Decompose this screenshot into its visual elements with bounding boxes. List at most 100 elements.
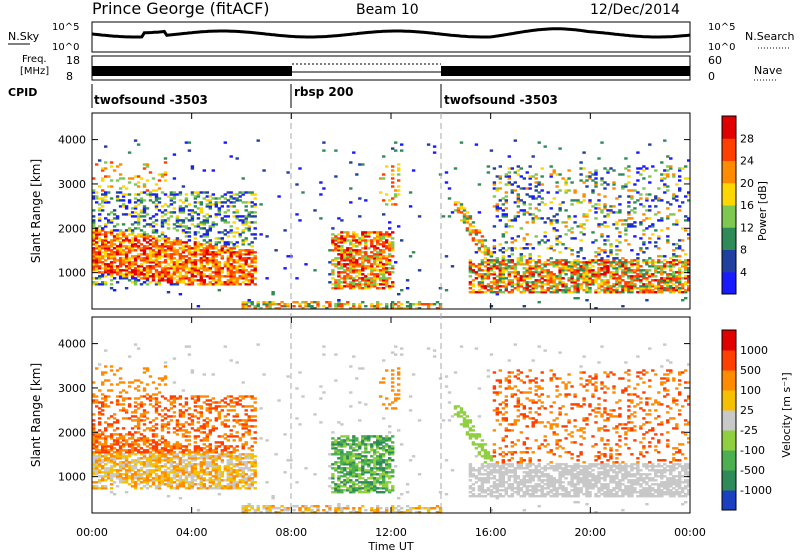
velocity-cell — [130, 419, 135, 422]
power-cell — [172, 261, 177, 264]
power-cell — [154, 281, 159, 284]
velocity-cell — [121, 477, 126, 480]
power-cell — [313, 307, 317, 310]
velocity-cell — [130, 433, 135, 436]
power-cell — [346, 251, 350, 254]
power-cell — [154, 189, 159, 192]
velocity-cell — [184, 429, 189, 432]
power-cell — [346, 259, 350, 262]
velocity-cell — [142, 443, 147, 446]
power-cell — [606, 213, 610, 216]
power-cell — [672, 279, 676, 282]
velocity-cell — [124, 441, 129, 444]
power-cell — [253, 267, 257, 270]
power-cell — [95, 195, 99, 198]
power-cell — [199, 261, 203, 264]
power-cell — [411, 169, 416, 172]
power-cell — [253, 259, 257, 262]
power-cell — [651, 165, 655, 168]
power-cell — [552, 265, 556, 268]
power-cell — [169, 265, 174, 268]
velocity-cell — [166, 443, 171, 446]
power-cell — [181, 221, 186, 224]
power-cell — [582, 257, 586, 260]
power-cell — [145, 233, 150, 236]
power-cell — [142, 219, 147, 222]
velocity-cell — [95, 367, 99, 370]
power-cell — [471, 231, 476, 234]
velocity-cell — [181, 455, 186, 458]
velocity-cell — [133, 397, 138, 400]
power-cell — [636, 191, 640, 194]
velocity-cell — [98, 463, 102, 466]
power-cell — [501, 269, 505, 272]
power-cell — [166, 237, 171, 240]
power-cell — [121, 259, 126, 262]
power-cell — [540, 277, 544, 280]
power-cell — [564, 287, 568, 290]
velocity-cell — [226, 465, 230, 468]
velocity-cell — [178, 395, 183, 398]
power-cell — [145, 271, 150, 274]
velocity-cell — [199, 425, 203, 428]
power-cell — [154, 199, 159, 202]
power-cell — [555, 191, 559, 194]
power-cell — [376, 237, 380, 240]
power-cell — [480, 285, 485, 288]
power-cell — [98, 203, 102, 206]
power-cell — [660, 261, 664, 264]
velocity-cell — [145, 487, 150, 490]
power-cell — [127, 177, 132, 180]
velocity-cell — [172, 357, 177, 360]
power-cell — [600, 267, 604, 270]
power-cell — [627, 243, 631, 246]
velocity-cell — [166, 423, 171, 426]
velocity-cell — [220, 459, 224, 462]
power-cell — [382, 271, 386, 274]
velocity-cell — [226, 409, 230, 412]
power-cell — [501, 203, 505, 206]
velocity-cell — [199, 455, 203, 458]
power-cell — [166, 253, 171, 256]
power-cell — [358, 265, 362, 268]
power-cell — [492, 279, 497, 282]
velocity-cell — [118, 465, 123, 468]
power-cell — [585, 271, 589, 274]
power-cell — [286, 303, 290, 306]
power-cell — [480, 241, 485, 244]
power-cell — [157, 261, 162, 264]
power-cell — [101, 197, 105, 200]
power-cell — [597, 283, 601, 286]
power-cell — [388, 249, 392, 252]
power-cell — [537, 281, 541, 284]
power-cell — [145, 237, 150, 240]
velocity-cell — [199, 485, 203, 488]
power-cell — [223, 261, 227, 264]
power-cell — [265, 305, 269, 308]
power-cell — [639, 167, 643, 170]
power-cell — [250, 253, 254, 256]
power-cell — [190, 209, 195, 212]
power-cell — [370, 243, 374, 246]
power-cell — [397, 301, 401, 304]
velocity-cell — [187, 485, 192, 488]
power-cell — [486, 249, 491, 252]
power-cell — [615, 221, 619, 224]
power-cell — [684, 265, 688, 268]
power-cell — [217, 265, 221, 268]
power-cell — [597, 263, 601, 266]
power-cell — [633, 277, 637, 280]
power-cell — [109, 287, 114, 290]
velocity-cell — [115, 369, 120, 372]
velocity-cell — [178, 409, 183, 412]
velocity-cell — [181, 461, 186, 464]
velocity-heatmap — [92, 343, 691, 514]
beam-label: Beam 10 — [356, 2, 419, 18]
velocity-cell — [121, 445, 126, 448]
power-cell — [107, 191, 111, 194]
power-cell — [663, 277, 667, 280]
velocity-cell — [190, 415, 195, 418]
power-cell — [163, 245, 168, 248]
power-cell — [657, 289, 661, 292]
velocity-cell — [95, 451, 99, 454]
